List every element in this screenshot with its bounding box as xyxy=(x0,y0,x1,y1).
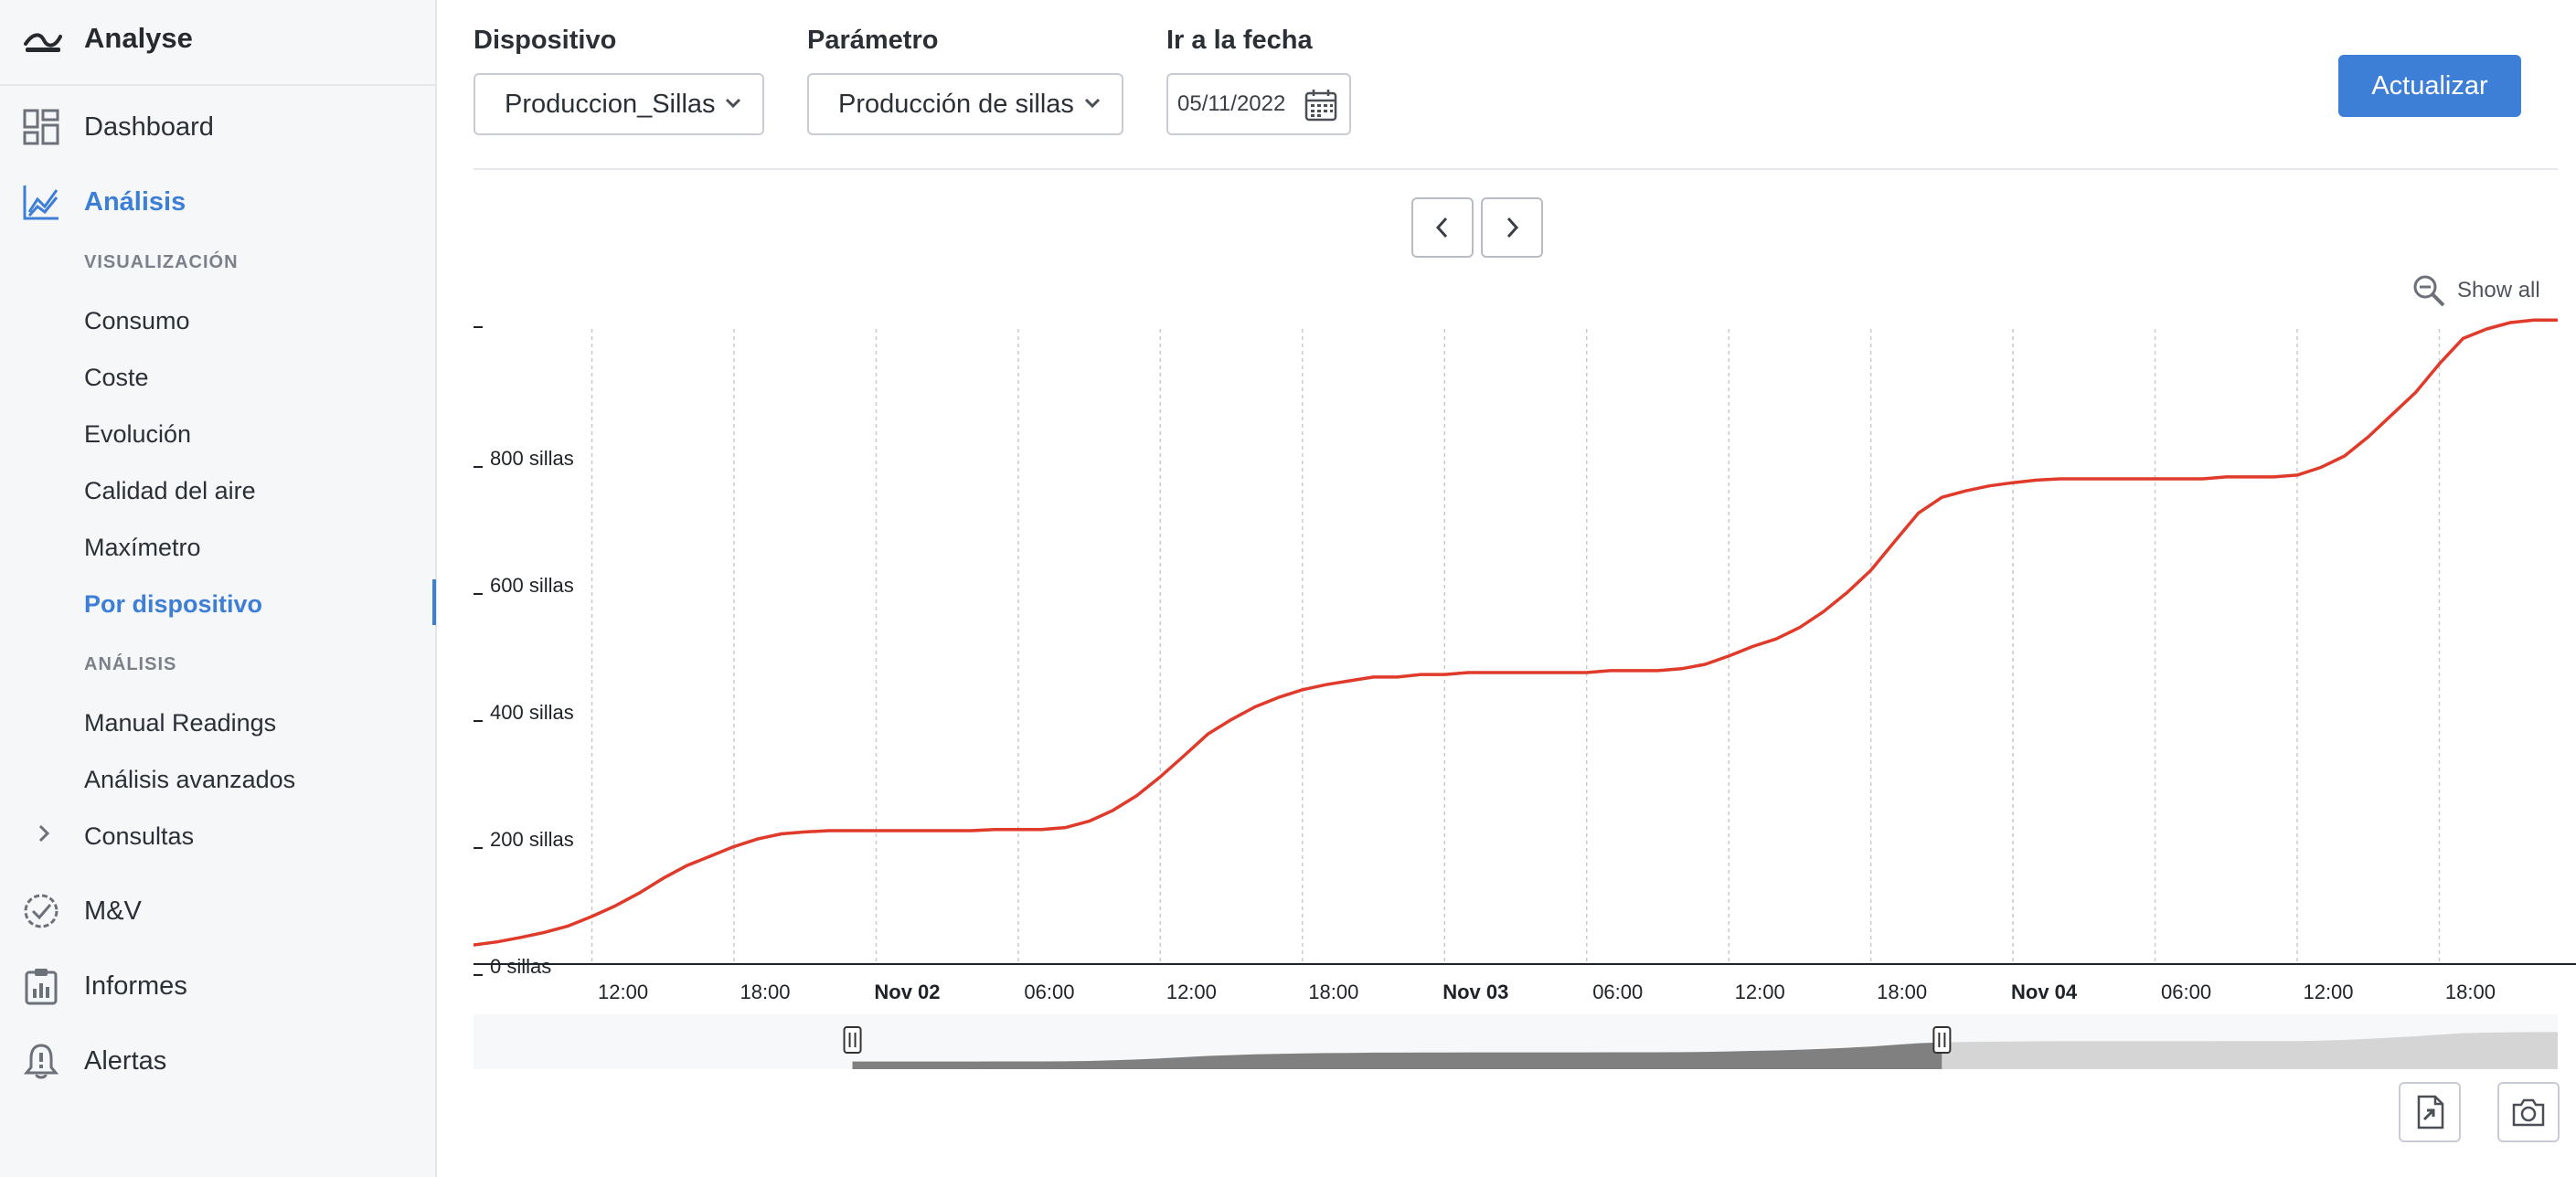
nav-myv[interactable]: M&V xyxy=(0,879,435,943)
analyse-logo-icon xyxy=(24,33,62,52)
clipboard-icon xyxy=(25,969,58,1005)
chevron-right-icon[interactable] xyxy=(37,822,51,844)
nav-myv-label: M&V xyxy=(84,896,142,926)
x-tick-label: 12:00 xyxy=(2303,981,2353,1003)
main-content: Dispositivo Produccion_Sillas Parámetro … xyxy=(437,0,2576,1177)
x-tick-label: 18:00 xyxy=(1877,981,1927,1003)
chart-line-icon xyxy=(23,186,59,220)
y-tick-label: 800 sillas xyxy=(490,447,574,470)
zoom-out-icon xyxy=(2413,275,2445,307)
chevron-right-icon xyxy=(1506,217,1519,239)
nav-analisis-label: Análisis xyxy=(84,186,186,217)
update-button[interactable]: Actualizar xyxy=(2338,55,2521,117)
nav-dashboard[interactable]: Dashboard xyxy=(0,95,435,159)
nav-dashboard-label: Dashboard xyxy=(84,111,214,142)
app-title: Analyse xyxy=(84,22,193,54)
export-file-icon xyxy=(2417,1095,2444,1129)
param-select-value: Producción de sillas xyxy=(838,89,1074,119)
y-tick-label: 600 sillas xyxy=(490,574,574,597)
check-circle-icon xyxy=(24,894,59,928)
nav-analisis-avanzados[interactable]: Análisis avanzados xyxy=(84,766,296,793)
nav-consumo[interactable]: Consumo xyxy=(84,307,190,334)
chevron-left-icon xyxy=(1435,217,1448,239)
navigator-handle-left[interactable] xyxy=(843,1026,862,1054)
chevron-down-icon xyxy=(725,98,741,109)
next-button[interactable] xyxy=(1481,197,1543,258)
date-label: Ir a la fecha xyxy=(1166,26,1313,55)
section-analisis: ANÁLISIS xyxy=(84,654,177,674)
active-indicator xyxy=(432,579,436,625)
x-tick-label: 12:00 xyxy=(1166,981,1217,1003)
param-label: Parámetro xyxy=(807,26,939,55)
y-tick-label: 400 sillas xyxy=(490,701,574,724)
nav-coste[interactable]: Coste xyxy=(84,364,149,391)
x-tick-label: 12:00 xyxy=(598,981,648,1003)
x-tick-label: 18:00 xyxy=(2445,981,2496,1003)
navigator-selected-area xyxy=(852,1042,1943,1069)
sidebar: Analyse Dashboard Análisis VISUALIZACIÓN… xyxy=(0,0,437,1177)
date-input[interactable]: 05/11/2022 xyxy=(1166,73,1351,135)
export-button[interactable] xyxy=(2399,1082,2461,1142)
x-tick-label: 12:00 xyxy=(1735,981,1785,1003)
nav-alertas-label: Alertas xyxy=(84,1045,167,1076)
param-select[interactable]: Producción de sillas xyxy=(807,73,1123,135)
show-all-button[interactable]: Show all xyxy=(2411,272,2540,309)
camera-icon xyxy=(2512,1098,2545,1127)
device-select[interactable]: Produccion_Sillas xyxy=(474,73,764,135)
calendar-icon[interactable] xyxy=(1304,88,1338,122)
x-tick-label: 18:00 xyxy=(1308,981,1358,1003)
x-tick-label: 06:00 xyxy=(1024,981,1074,1003)
date-input-value: 05/11/2022 xyxy=(1177,91,1286,116)
section-visualizacion: VISUALIZACIÓN xyxy=(84,252,239,272)
dashboard-icon xyxy=(23,109,59,145)
x-tick-label: Nov 03 xyxy=(1442,981,1508,1003)
nav-evolucion[interactable]: Evolución xyxy=(84,420,192,448)
series-line xyxy=(473,318,2558,947)
navigator-handle-right[interactable] xyxy=(1932,1026,1952,1054)
prev-button[interactable] xyxy=(1411,197,1474,258)
screenshot-button[interactable] xyxy=(2497,1082,2560,1142)
x-tick-label: 06:00 xyxy=(1592,981,1643,1003)
nav-manual-readings[interactable]: Manual Readings xyxy=(84,709,277,737)
x-tick-label: Nov 04 xyxy=(2011,981,2078,1003)
chevron-down-icon xyxy=(1084,98,1101,109)
device-label: Dispositivo xyxy=(474,26,617,55)
y-tick-label: 200 sillas xyxy=(490,828,574,851)
header-divider xyxy=(474,168,2558,170)
x-tick-label: Nov 02 xyxy=(874,981,940,1003)
nav-alertas[interactable]: Alertas xyxy=(0,1029,435,1093)
bell-icon xyxy=(23,1044,59,1079)
navigator-unselected-area xyxy=(1942,1032,2558,1069)
y-tick-label: 0 sillas xyxy=(490,955,551,978)
device-select-value: Produccion_Sillas xyxy=(505,89,716,119)
nav-consultas[interactable]: Consultas xyxy=(84,822,195,850)
production-chart[interactable]: 12:00 18:00 Nov 02 06:00 12:00 18:00 Nov 03 06:… xyxy=(437,302,2576,1106)
nav-por-dispositivo[interactable]: Por dispositivo xyxy=(84,590,263,618)
x-tick-label: 18:00 xyxy=(740,981,790,1003)
nav-calidad-aire[interactable]: Calidad del aire xyxy=(84,477,256,504)
show-all-label: Show all xyxy=(2457,278,2540,302)
x-tick-label: 06:00 xyxy=(2161,981,2211,1003)
brand-header: Analyse xyxy=(0,0,435,86)
nav-informes[interactable]: Informes xyxy=(0,954,435,1018)
nav-analisis[interactable]: Análisis xyxy=(0,170,435,234)
nav-maximetro[interactable]: Maxímetro xyxy=(84,534,201,561)
nav-informes-label: Informes xyxy=(84,970,187,1001)
